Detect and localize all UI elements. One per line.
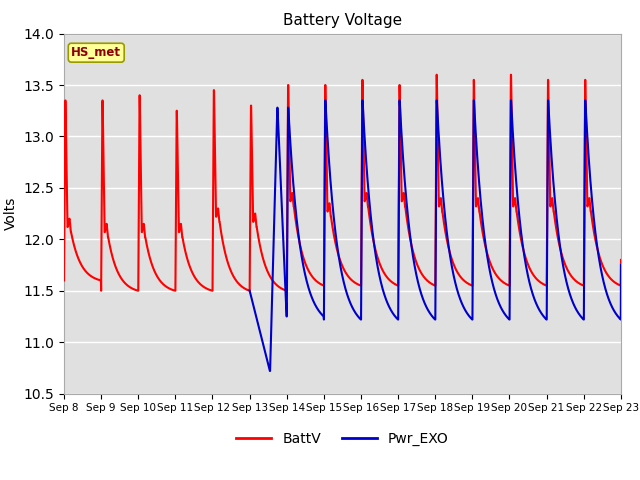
Y-axis label: Volts: Volts bbox=[4, 197, 18, 230]
Legend: BattV, Pwr_EXO: BattV, Pwr_EXO bbox=[231, 426, 454, 452]
Title: Battery Voltage: Battery Voltage bbox=[283, 13, 402, 28]
Text: HS_met: HS_met bbox=[71, 46, 121, 59]
